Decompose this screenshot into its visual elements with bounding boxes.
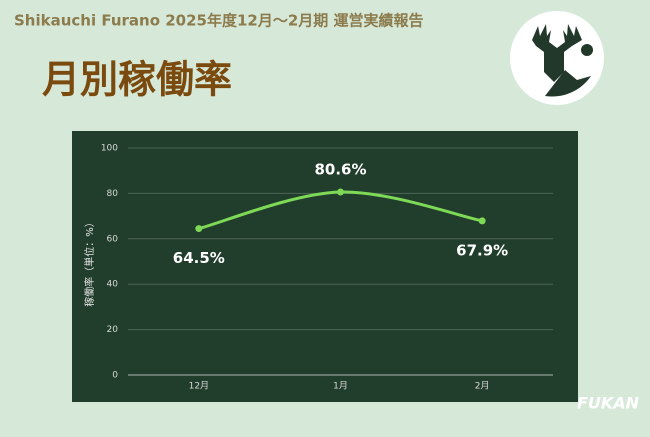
x-tick-label: 2月 xyxy=(475,381,490,392)
chart-title: 月別稼働率 xyxy=(42,58,232,102)
x-tick-label: 1月 xyxy=(333,381,348,392)
y-tick-label: 20 xyxy=(107,325,119,335)
y-tick-label: 100 xyxy=(101,144,118,154)
point xyxy=(195,225,203,233)
header: Shikauchi Furano 2025年度12月～2月期 運営実績報告 xyxy=(14,12,424,30)
point xyxy=(478,217,486,225)
data-label: 80.6% xyxy=(314,161,366,179)
point xyxy=(337,188,344,196)
logo xyxy=(510,11,604,105)
y-tick-label: 40 xyxy=(107,280,119,290)
y-tick-label: 80 xyxy=(107,189,119,199)
y-axis-label: 稼働率（単位：%） xyxy=(83,217,96,307)
brand-logo: FUKAN xyxy=(577,394,640,413)
y-tick-label: 0 xyxy=(112,371,118,381)
x-tick-label: 12月 xyxy=(189,381,209,392)
data-label: 64.5% xyxy=(173,249,225,267)
data-label: 67.9% xyxy=(456,241,508,259)
chart-panel xyxy=(72,131,578,402)
y-tick-label: 60 xyxy=(107,234,119,244)
